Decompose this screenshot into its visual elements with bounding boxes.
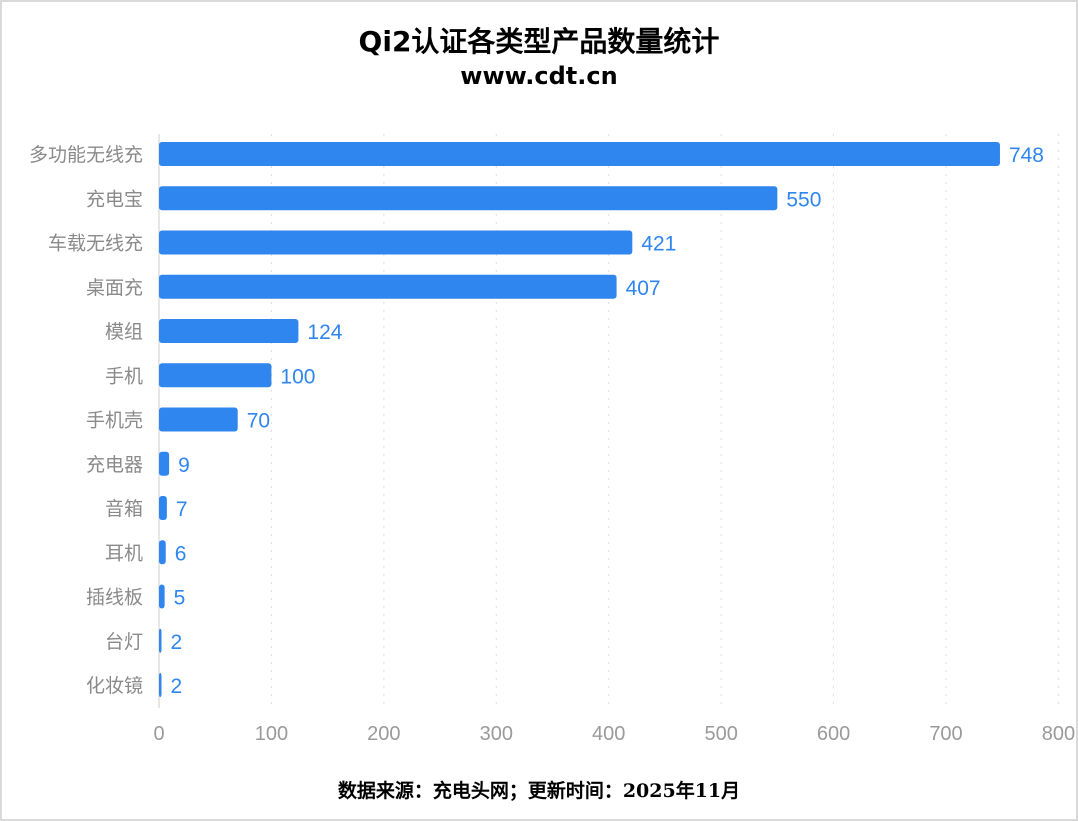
category-label: 多功能无线充 <box>29 144 143 166</box>
x-tick-label: 400 <box>592 723 625 745</box>
category-label: 桌面充 <box>86 277 143 299</box>
data-label: 2 <box>171 675 183 698</box>
x-tick-label: 0 <box>153 723 164 745</box>
category-label: 化妆镜 <box>86 675 143 697</box>
category-label: 耳机 <box>105 542 143 564</box>
data-label: 550 <box>786 188 821 211</box>
bar <box>159 584 165 609</box>
chart-title: Qi2认证各类型产品数量统计 <box>358 25 720 58</box>
data-label: 407 <box>626 277 661 300</box>
bar <box>159 230 633 255</box>
x-tick-label: 500 <box>704 723 737 745</box>
category-label: 充电宝 <box>86 188 143 210</box>
x-tick-label: 600 <box>817 723 850 745</box>
data-label: 2 <box>171 631 183 654</box>
data-label: 9 <box>178 454 190 477</box>
data-label: 100 <box>280 365 315 388</box>
bar <box>159 363 272 388</box>
category-label: 手机壳 <box>86 410 143 432</box>
category-label: 台灯 <box>105 631 143 653</box>
data-label: 748 <box>1009 144 1044 167</box>
bar <box>159 142 1000 166</box>
category-label: 充电器 <box>86 454 143 476</box>
x-tick-label: 800 <box>1042 723 1075 745</box>
data-label: 124 <box>307 321 342 344</box>
bar <box>159 673 162 697</box>
category-label: 手机 <box>105 365 143 387</box>
bar <box>159 496 167 520</box>
chart-subtitle: www.cdt.cn <box>460 62 618 90</box>
bar <box>159 451 170 476</box>
data-label: 5 <box>174 587 186 610</box>
bar <box>159 319 299 343</box>
x-tick-label: 100 <box>255 723 288 745</box>
bar <box>159 407 238 432</box>
data-label: 421 <box>641 233 676 256</box>
x-tick-label: 200 <box>367 723 400 745</box>
data-label: 70 <box>247 410 270 433</box>
bar <box>159 628 162 653</box>
bar <box>159 186 778 211</box>
bar <box>159 274 617 299</box>
x-tick-label: 700 <box>929 723 962 745</box>
category-label: 模组 <box>105 321 143 343</box>
category-label: 插线板 <box>86 587 143 609</box>
data-label: 6 <box>175 542 187 565</box>
category-label: 车载无线充 <box>48 233 143 255</box>
category-label: 音箱 <box>105 498 143 520</box>
data-label: 7 <box>176 498 188 521</box>
chart-source: 数据来源：充电头网；更新时间：2025年11月 <box>337 780 741 802</box>
x-tick-label: 300 <box>480 723 513 745</box>
bar <box>159 540 166 565</box>
